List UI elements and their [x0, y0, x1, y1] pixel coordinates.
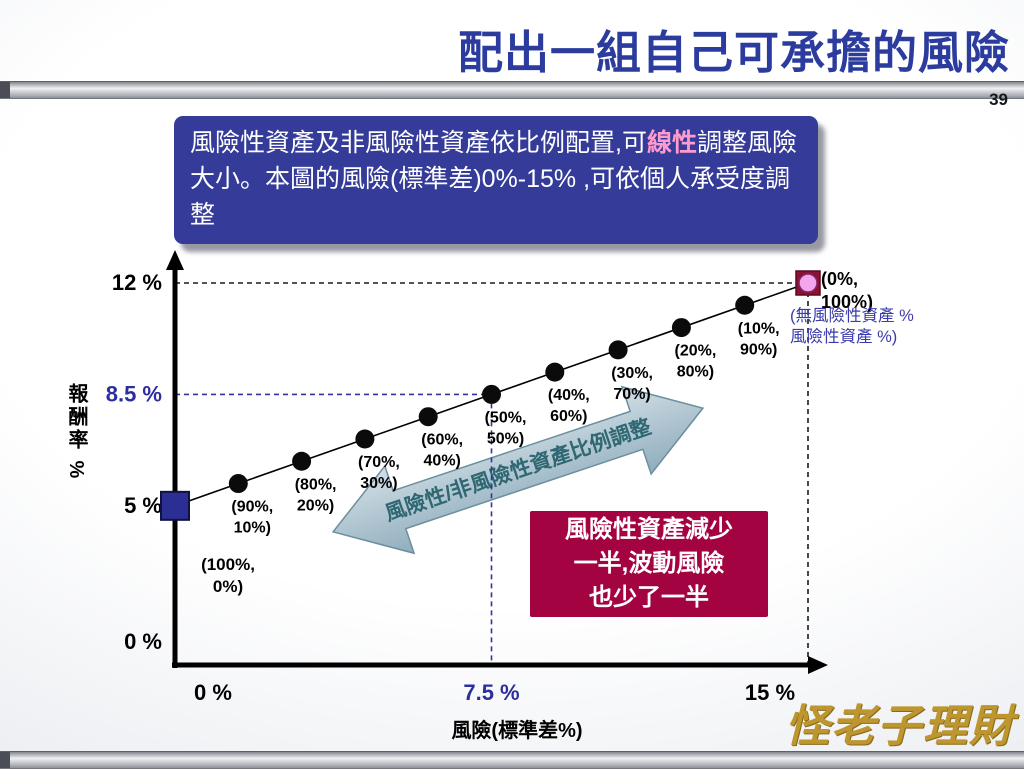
info-box: 風險性資產及非風險性資產依比例配置,可線性調整風險大小。本圖的風險(標準差)0%…: [174, 116, 818, 244]
x-axis-title: 風險(標準差%): [451, 720, 583, 742]
point-label: (20%, 80%): [675, 343, 717, 381]
x-axis-arrowhead: [808, 656, 828, 674]
callout-line: 一半,波動風險: [573, 550, 725, 577]
info-text-highlight: 線性: [646, 129, 697, 157]
title-divider-bar: [0, 81, 1024, 99]
y-axis-title: 報酬率 %: [65, 383, 87, 482]
y-tick-label: 0 %: [124, 629, 162, 654]
marker-risky-circle: [798, 273, 818, 293]
y-tick-label: 5 %: [124, 493, 162, 518]
point-label: (100%, 0%): [201, 555, 255, 596]
point-label: (0%, 100%): [821, 269, 873, 312]
bar-left-cap: [0, 752, 10, 768]
marker-dot: [735, 295, 755, 315]
adjustment-arrow-shape: [331, 385, 705, 555]
slide-title: 配出一組自己可承擔的風險: [457, 27, 1010, 78]
info-text-post: 調整風險大小。本圖的風險(標準差)0%-15% ,可依個人承受度調整: [190, 129, 797, 229]
footer-bar: [0, 751, 1024, 769]
mix-legend-note: (無風險性資產 % 風險性資產 %): [790, 306, 1015, 348]
x-tick-label: 7.5 %: [463, 680, 519, 705]
marker-dot: [671, 318, 691, 338]
callout-box: 風險性資產減少 一半,波動風險 也少了一半: [530, 511, 768, 617]
x-tick-label: 0 %: [194, 680, 232, 705]
marker-dot: [355, 429, 375, 449]
callout-line: 也少了一半: [589, 584, 709, 611]
brand-logo-text: 怪老子理財: [785, 701, 1015, 752]
point-label: (30%, 70%): [611, 365, 653, 403]
mix-legend-line: 風險性資產 %): [790, 328, 898, 346]
point-label: (80%, 20%): [295, 476, 337, 514]
x-tick-label: 15 %: [745, 680, 795, 705]
marker-dot: [482, 384, 501, 404]
y-axis-arrowhead: [166, 250, 184, 270]
marker-dot: [292, 451, 312, 471]
bar-left-cap: [0, 82, 10, 98]
marker-dot: [545, 362, 565, 382]
marker-dot: [608, 340, 628, 360]
callout-line: 風險性資產減少: [565, 516, 733, 543]
mix-legend-line: (無風險性資產 %: [790, 307, 914, 325]
point-label: (70%, 30%): [358, 454, 400, 492]
y-tick-label: 8.5 %: [106, 381, 162, 406]
point-label: (90%, 10%): [231, 499, 273, 537]
point-label: (50%, 50%): [485, 409, 527, 447]
point-label: (10%, 90%): [738, 320, 780, 358]
point-label: (40%, 60%): [548, 387, 590, 425]
marker-dot: [418, 407, 438, 427]
y-tick-label: 12 %: [112, 270, 162, 295]
page-number: 39: [989, 90, 1008, 109]
info-text-pre: 風險性資產及非風險性資產依比例配置,可: [190, 129, 647, 157]
marker-dot: [228, 474, 248, 494]
marker-riskfree-square: [160, 490, 190, 521]
point-label: (60%, 40%): [421, 432, 463, 470]
